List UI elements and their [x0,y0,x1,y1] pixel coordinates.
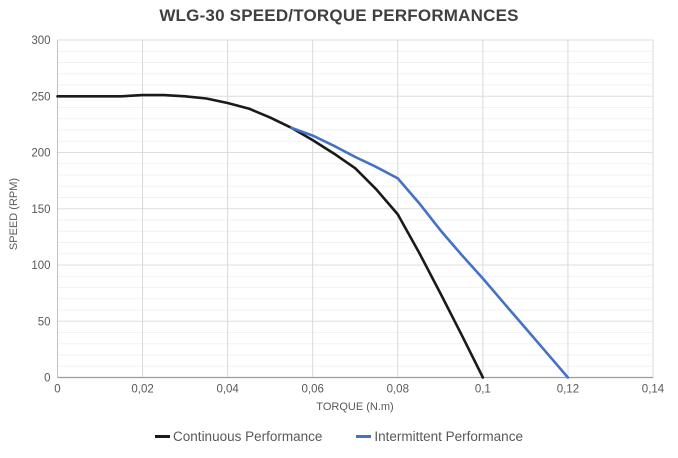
x-tick-label: 0,08 [387,384,409,396]
continuous-line-swatch [155,435,171,438]
y-tick-label: 200 [31,148,50,160]
x-tick-label: 0,06 [302,384,324,396]
x-tick-label: 0,12 [557,384,579,396]
x-tick-label: 0 [54,384,60,396]
intermittent-series-line [290,126,570,379]
y-tick-label: 150 [31,204,50,216]
x-tick-label: 0,1 [475,384,491,396]
legend-item-intermittent[interactable]: Intermittent Performance [356,429,523,444]
y-axis-title: SPEED (RPM) [8,177,20,251]
y-tick-label: 0 [44,373,50,385]
intermittent-line-swatch [356,435,372,438]
x-axis-title: TORQUE (N.m) [316,401,394,413]
x-tick-label: 0,14 [642,384,665,396]
legend-label-continuous: Continuous Performance [173,429,323,444]
legend-item-continuous[interactable]: Continuous Performance [155,429,322,444]
legend-label-intermittent: Intermittent Performance [374,429,523,444]
y-tick-label: 50 [38,316,51,328]
chart-title: WLG-30 SPEED/TORQUE PERFORMANCES [159,6,519,25]
y-tick-label: 300 [31,35,50,47]
x-tick-label: 0,04 [216,384,239,396]
y-tick-label: 100 [31,260,50,272]
x-tick-label: 0,02 [131,384,153,396]
legend: Continuous Performance Intermittent Perf… [0,429,678,444]
y-tick-label: 250 [31,91,50,103]
continuous-series-line [56,93,485,379]
